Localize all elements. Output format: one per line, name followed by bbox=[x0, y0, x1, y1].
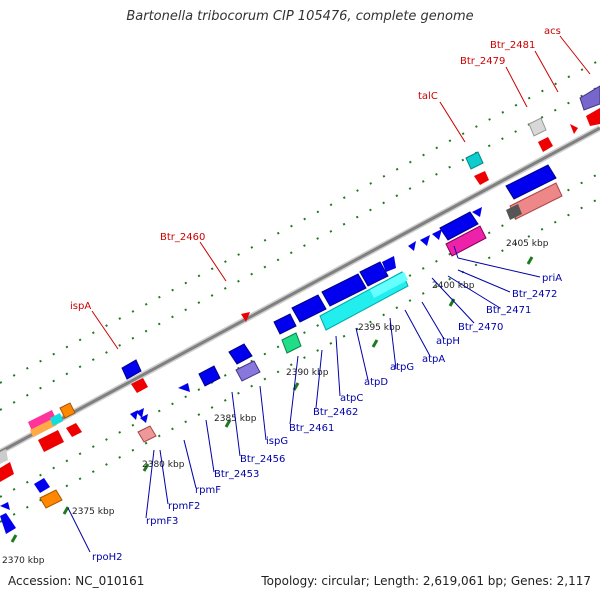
scale-label: 2370 kbp bbox=[2, 556, 45, 566]
gene-priA bbox=[439, 211, 479, 241]
gene-Btr_2461 bbox=[281, 332, 302, 354]
gene-atpA bbox=[359, 261, 389, 287]
gene-atpC bbox=[291, 294, 327, 323]
lower-features bbox=[0, 164, 563, 534]
scale-ticks bbox=[10, 256, 534, 543]
gene-rpoH2 bbox=[34, 478, 50, 493]
upper-gene-labels: acs Btr_2481 Btr_2479 talC Btr_2460 ispA bbox=[70, 26, 591, 350]
upper-features bbox=[0, 85, 600, 482]
gene-Btr_2479 bbox=[528, 117, 547, 137]
gene-rpmF-pink bbox=[137, 425, 157, 443]
scale-label: 2395 kbp bbox=[358, 323, 401, 333]
gene-label-rpmF2: rpmF2 bbox=[168, 501, 200, 512]
gene-atpG bbox=[382, 256, 396, 272]
gene-label-atpA: atpA bbox=[422, 354, 445, 365]
gene-rpmF3 bbox=[136, 408, 144, 418]
gene-Btr_2471 bbox=[445, 225, 487, 257]
genome-summary-text: Topology: circular; Length: 2,619,061 bp… bbox=[261, 574, 591, 588]
gene-label-atpH: atpH bbox=[436, 336, 460, 347]
gene-ispA bbox=[121, 359, 142, 380]
gene-label-acs: acs bbox=[544, 26, 561, 37]
gene-acs-red bbox=[586, 108, 600, 126]
gene-rpmF4 bbox=[140, 414, 148, 423]
upper-dot-track-outer bbox=[0, 59, 600, 384]
gene-label-rpoH2: rpoH2 bbox=[92, 552, 122, 563]
gene-Btr_2470 bbox=[408, 241, 416, 251]
gene-rpmF bbox=[178, 383, 190, 392]
gene-edge-blue bbox=[0, 513, 16, 534]
gene-cluster-red2 bbox=[66, 423, 82, 437]
gene-label-ispA: ispA bbox=[70, 301, 91, 312]
gene-cluster-orange bbox=[59, 402, 76, 419]
gene-label-Btr_2453: Btr_2453 bbox=[214, 469, 259, 480]
gene-atpH2 bbox=[432, 229, 442, 240]
scale-label: 2380 kbp bbox=[142, 460, 185, 470]
scale-label: 2375 kbp bbox=[72, 507, 115, 517]
gene-label-Btr_2470: Btr_2470 bbox=[458, 322, 503, 333]
gene-label-Btr_2472: Btr_2472 bbox=[512, 289, 557, 300]
gene-cluster-red bbox=[38, 430, 64, 452]
gene-cyan-block2 bbox=[370, 272, 408, 298]
gene-Btr_2481 bbox=[570, 124, 578, 134]
gene-Btr_2462 bbox=[273, 313, 297, 335]
gene-cluster-pink bbox=[28, 410, 56, 431]
gene-atpD bbox=[321, 273, 367, 307]
gene-label-Btr_2471: Btr_2471 bbox=[486, 305, 531, 316]
map-title: Bartonella tribocorum CIP 105476, comple… bbox=[126, 9, 474, 24]
gene-Btr_2460 bbox=[241, 312, 250, 322]
gene-atpH bbox=[420, 235, 430, 246]
gene-talC-red bbox=[474, 171, 489, 185]
gene-edge-blue2 bbox=[0, 502, 10, 510]
scale-label: 2405 kbp bbox=[506, 239, 549, 249]
scale-label: 2400 kbp bbox=[432, 281, 475, 291]
gene-Btr_2453 bbox=[198, 365, 221, 387]
gene-Btr_2472 bbox=[472, 207, 482, 217]
gene-Btr_2479-red bbox=[538, 137, 553, 152]
gene-label-ispG: ispG bbox=[266, 436, 288, 447]
gene-rpoH2-orange bbox=[39, 489, 63, 509]
gene-ispA-red bbox=[131, 378, 148, 393]
gene-rpmF2 bbox=[130, 410, 138, 420]
gene-talC bbox=[465, 151, 484, 170]
gene-label-Btr_2460: Btr_2460 bbox=[160, 232, 205, 243]
gene-edge-grey bbox=[0, 449, 8, 464]
genome-backbone bbox=[0, 125, 600, 455]
gene-label-atpC: atpC bbox=[340, 393, 363, 404]
gene-Btr_2456 bbox=[235, 360, 261, 382]
gene-label-Btr_2461: Btr_2461 bbox=[289, 423, 334, 434]
gene-edge-red bbox=[0, 462, 14, 482]
gene-label-Btr_2456: Btr_2456 bbox=[240, 454, 285, 465]
gene-cluster-orange2 bbox=[30, 418, 57, 437]
gene-label-Btr_2462: Btr_2462 bbox=[313, 407, 358, 418]
gene-blue-big bbox=[505, 164, 557, 200]
gene-label-priA: priA bbox=[542, 273, 562, 284]
gene-grey-small bbox=[506, 204, 522, 220]
accession-text: Accession: NC_010161 bbox=[8, 574, 145, 588]
gene-label-talC: talC bbox=[418, 91, 438, 102]
gene-acs bbox=[579, 85, 600, 111]
lower-gene-labels: priA Btr_2472 Btr_2471 Btr_2470 atpH atp… bbox=[67, 245, 562, 563]
gene-label-rpmF: rpmF bbox=[195, 485, 221, 496]
gene-label-rpmF3: rpmF3 bbox=[146, 516, 178, 527]
lower-dot-track-inner bbox=[0, 172, 600, 498]
gene-label-Btr_2479: Btr_2479 bbox=[460, 56, 505, 67]
scale-label: 2390 kbp bbox=[286, 368, 329, 378]
gene-ispG bbox=[228, 343, 253, 365]
gene-label-atpD: atpD bbox=[364, 377, 388, 388]
gene-label-Btr_2481: Btr_2481 bbox=[490, 40, 535, 51]
gene-cluster-cyan bbox=[50, 413, 63, 426]
gene-label-atpG: atpG bbox=[390, 362, 414, 373]
